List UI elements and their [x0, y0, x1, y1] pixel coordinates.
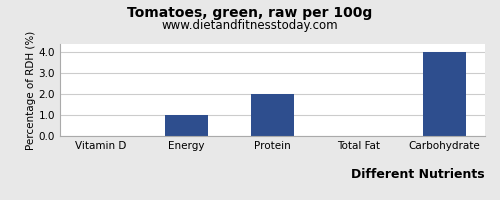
Bar: [423, 52, 466, 136]
X-axis label: Different Nutrients: Different Nutrients: [352, 168, 485, 181]
Text: Tomatoes, green, raw per 100g: Tomatoes, green, raw per 100g: [128, 6, 372, 20]
Title: Tomatoes, green, raw per 100g
www.dietandfitnesstoday.com: Tomatoes, green, raw per 100g www.dietan…: [0, 199, 1, 200]
Y-axis label: Percentage of RDH (%): Percentage of RDH (%): [26, 30, 36, 150]
Bar: [165, 115, 208, 136]
Bar: [251, 94, 294, 136]
Text: www.dietandfitnesstoday.com: www.dietandfitnesstoday.com: [162, 19, 338, 32]
